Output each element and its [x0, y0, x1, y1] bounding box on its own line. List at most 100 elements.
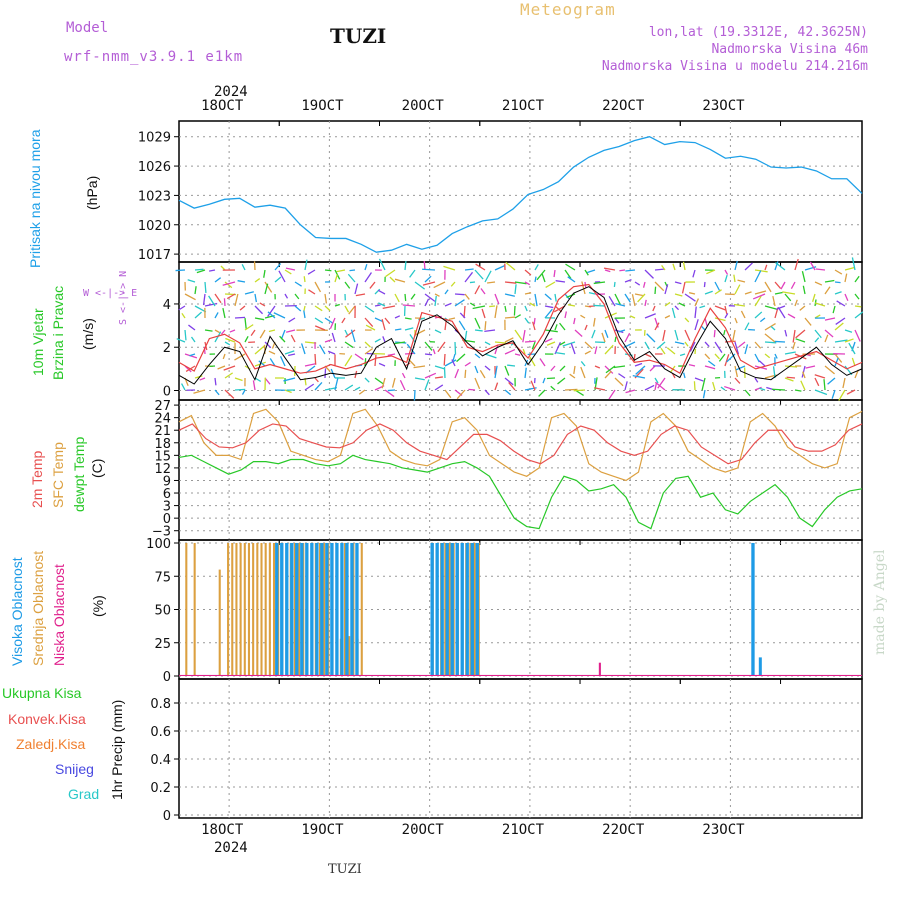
wind-barb [550, 365, 556, 372]
wind-barb [464, 361, 471, 367]
wind-barb [854, 293, 860, 300]
wind-barb [546, 341, 556, 346]
wind-barb [804, 317, 812, 326]
wind-barb [724, 354, 730, 367]
wind-barb [734, 365, 739, 378]
wind-barb [573, 365, 576, 375]
wind-barb [229, 329, 236, 333]
wind-barb [704, 317, 708, 327]
wind-barb [344, 305, 350, 313]
wind-barb [259, 329, 266, 339]
wind-barb [604, 344, 614, 355]
wind-barb [649, 365, 656, 372]
wind-barb [381, 319, 386, 331]
wind-barb [444, 289, 449, 295]
wind-barb [654, 268, 665, 271]
wind-barb [494, 305, 498, 319]
wind-barb [604, 329, 609, 339]
wind-barb [679, 353, 686, 357]
mid-cloud-bar [235, 543, 238, 676]
wind-barb [714, 305, 727, 311]
mid-cloud-bar [318, 543, 322, 676]
y-tick-label: 0.6 [150, 725, 171, 740]
compass-we-label: W <-|-> E [83, 288, 138, 299]
wind-barb [175, 269, 186, 272]
wind-barb [654, 281, 665, 292]
wind-barb [644, 384, 655, 391]
wind-barb [284, 350, 295, 355]
wind-barb [443, 353, 446, 366]
meteogram-title: Meteogram [520, 0, 616, 19]
wind-barb [394, 278, 406, 283]
wind-barb [443, 367, 446, 379]
wind-barb [694, 377, 704, 382]
top-day-label: 21OCT [501, 98, 545, 114]
y-tick-label: 50 [154, 604, 171, 619]
wind-barb [754, 270, 762, 283]
wind-barb [787, 313, 796, 319]
wind-barb [434, 329, 442, 334]
wind-barb [657, 377, 666, 389]
wind-barb [554, 293, 557, 302]
wind-barb [794, 389, 802, 392]
wind-barb [409, 334, 416, 343]
wind-barb [564, 311, 568, 319]
high-cloud-bar [751, 543, 755, 676]
wind-barb [433, 281, 446, 289]
wind-barb [734, 284, 741, 295]
wind-barb [472, 305, 486, 310]
wind-barb [777, 306, 786, 319]
wind-barb [194, 375, 203, 379]
wind-barb [304, 341, 317, 344]
wind-barb [564, 269, 572, 279]
mid-cloud-bar [231, 543, 234, 676]
wind-barb [513, 305, 516, 316]
wind-barb [539, 358, 546, 367]
wind-barb [720, 386, 726, 391]
wind-barb [851, 257, 856, 271]
wind-barb [258, 360, 266, 367]
wind-barb [364, 377, 370, 383]
wind-barb [374, 377, 385, 385]
wind-barb [264, 341, 272, 349]
wind-barb [672, 263, 676, 271]
top-day-label: 18OCT [201, 98, 244, 114]
wind-barb [381, 377, 386, 389]
wind-barb [514, 314, 521, 319]
wind-barb [674, 329, 679, 341]
wind-barb [404, 317, 412, 320]
wind-barb [308, 289, 316, 295]
wind-barb [774, 261, 779, 271]
wind-barb [494, 382, 499, 391]
wind-barb [799, 305, 806, 311]
wind-barb [733, 274, 736, 283]
wind-barb [814, 329, 822, 339]
wind-barb [344, 384, 354, 391]
wind-barb [613, 281, 616, 288]
wind-barb [290, 334, 296, 343]
wind-barb [632, 374, 646, 379]
wind-barb [434, 293, 440, 297]
wind-barb [654, 322, 660, 331]
wind-barb [682, 261, 686, 271]
wind-barb [780, 281, 786, 290]
wind-barb [451, 359, 456, 367]
wind-barb [814, 281, 823, 286]
wind-barb [527, 353, 536, 356]
wind-barb [811, 293, 816, 303]
wind-barb [723, 329, 726, 336]
wind-barb [374, 317, 383, 323]
wind-barb [772, 296, 776, 307]
wind-barb [702, 389, 706, 399]
precip-total-legend: Ukupna Kisa [2, 685, 82, 701]
wind-barb [836, 300, 846, 307]
wind-barb [815, 268, 826, 271]
wind-barb [244, 336, 249, 343]
wind-barb [738, 341, 746, 348]
wind-barb [348, 305, 356, 315]
wind-barb [694, 319, 699, 331]
wind-barb [764, 305, 778, 310]
wind-barb [273, 312, 286, 319]
mid-cloud-bar [264, 543, 267, 676]
wind-barb [834, 281, 841, 284]
